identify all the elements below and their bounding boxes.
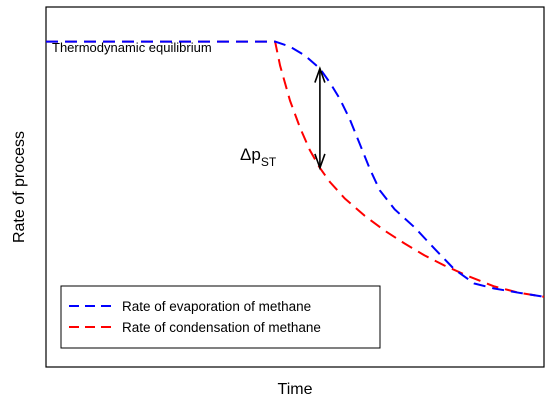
delta-p-main: Δp: [240, 145, 261, 164]
delta-arrow-head-bottom: [314, 153, 326, 171]
legend-box: [60, 285, 381, 349]
delta-p-subscript: ST: [261, 155, 277, 169]
delta-arrow-head-top: [314, 66, 326, 83]
annotation-delta-p: ΔpST: [240, 145, 277, 169]
y-axis-label: Rate of process: [11, 131, 28, 243]
series-line-evaporation: [46, 40, 545, 298]
delta-arrow: [314, 66, 326, 171]
legend-label-evaporation: Rate of evaporation of methane: [122, 299, 311, 314]
x-axis-label: Time: [278, 381, 313, 398]
plot-frame: [45, 6, 545, 368]
legend: Rate of evaporation of methane Rate of c…: [60, 285, 381, 349]
annotation-equilibrium: Thermodynamic equilibrium: [52, 40, 212, 55]
series-line-condensation: [46, 40, 545, 298]
series-layer: [46, 40, 545, 298]
legend-label-condensation: Rate of condensation of methane: [122, 320, 321, 335]
